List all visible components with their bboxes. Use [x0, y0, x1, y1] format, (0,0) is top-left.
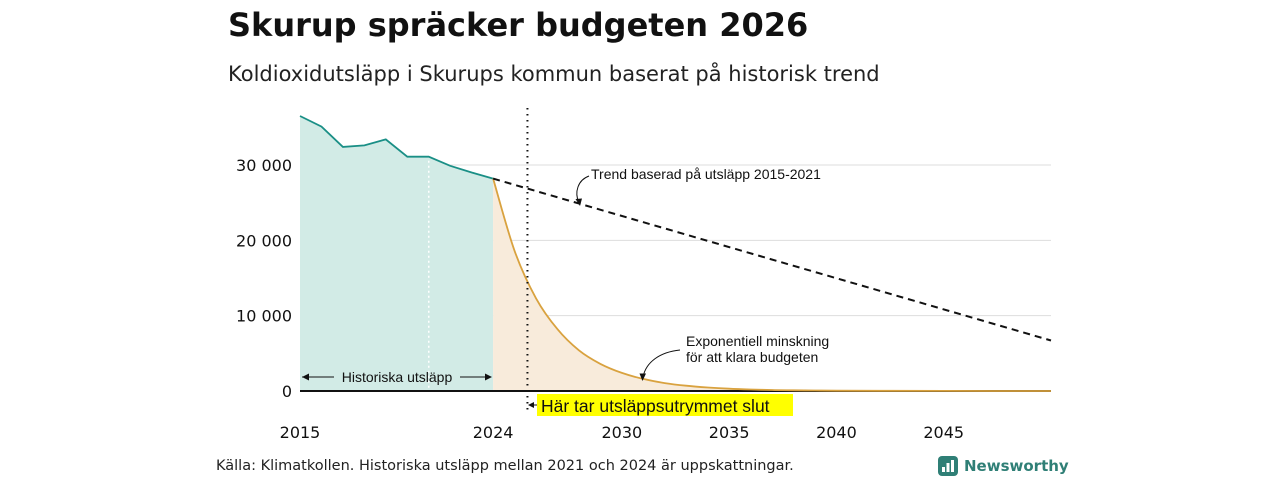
brand-name: Newsworthy — [964, 457, 1069, 475]
emissions-chart: 0 10 000 20 000 30 000 2015 2024 2030 2035 2040… — [236, 108, 1052, 442]
historic-line — [299, 115, 494, 180]
x-tick-label: 2024 — [473, 423, 514, 442]
trend-label: Trend baserad på utsläpp 2015-2021 — [591, 166, 821, 182]
exponential-line — [492, 178, 1052, 392]
x-axis-labels: 2015 2024 2030 2035 2040 2045 — [280, 423, 964, 442]
y-tick-label: 30 000 — [236, 156, 292, 175]
trend-annotation: Trend baserad på utsläpp 2015-2021 — [575, 166, 821, 206]
y-tick-label: 20 000 — [236, 231, 292, 250]
historic-area — [300, 116, 494, 391]
x-tick-label: 2040 — [816, 423, 857, 442]
x-tick-label: 2045 — [923, 423, 964, 442]
trend-line — [492, 177, 1052, 342]
exponential-label-line2: för att klara budgeten — [686, 349, 818, 365]
x-tick-label: 2035 — [709, 423, 750, 442]
budget-end-highlight — [537, 394, 793, 416]
chart-title: Skurup spräcker budgeten 2026 — [228, 6, 809, 44]
chart-areas — [300, 116, 1052, 391]
source-note: Källa: Klimatkollen. Historiska utsläpp … — [216, 458, 794, 474]
brand-logo: Newsworthy — [938, 456, 1069, 476]
x-tick-label: 2030 — [601, 423, 642, 442]
historic-annotation: Historiska utsläpp — [302, 369, 492, 385]
y-axis-labels: 0 10 000 20 000 30 000 — [236, 156, 292, 401]
y-tick-label: 0 — [282, 382, 292, 401]
budget-end-annotation: Här tar utsläppsutrymmet slut — [528, 394, 793, 416]
chart-subtitle: Koldioxidutsläpp i Skurups kommun basera… — [228, 62, 880, 86]
exponential-annotation: Exponentiell minskning för att klara bud… — [639, 333, 829, 381]
x-tick-label: 2015 — [280, 423, 321, 442]
newsworthy-icon — [938, 456, 958, 476]
budget-end-label: Här tar utsläppsutrymmet slut — [541, 396, 770, 416]
historic-label: Historiska utsläpp — [342, 369, 453, 385]
exponential-label-line1: Exponentiell minskning — [686, 333, 829, 349]
y-tick-label: 10 000 — [236, 307, 292, 326]
exponential-area — [493, 178, 1052, 391]
